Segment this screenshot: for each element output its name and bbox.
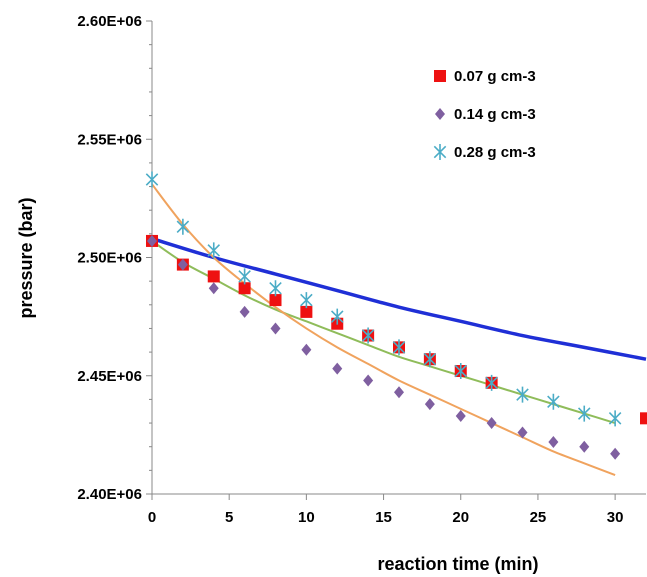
data-point-series-2 [394, 386, 404, 399]
data-point-series-3 [300, 292, 313, 309]
data-point-series-3 [361, 327, 375, 344]
y-tick-label: 2.40E+06 [77, 486, 142, 503]
data-points [145, 171, 647, 460]
data-point-series-3 [577, 405, 591, 422]
x-tick-label: 30 [607, 509, 624, 526]
data-point-series-2 [208, 282, 219, 295]
fit-curve [151, 183, 616, 477]
data-point-series-1 [238, 282, 251, 295]
data-point-series-2 [363, 374, 374, 387]
data-point-series-3 [423, 351, 437, 368]
data-point-series-2 [239, 305, 250, 318]
y-tick-label: 2.55E+06 [77, 131, 142, 148]
x-tick-label: 0 [148, 509, 156, 526]
data-point-series-2 [548, 435, 559, 448]
y-tick-label: 2.60E+06 [77, 13, 142, 30]
data-point-series-3 [608, 410, 622, 427]
x-tick-label: 25 [530, 509, 547, 526]
data-point-series-3 [207, 242, 221, 259]
legend-marker-2 [435, 108, 445, 120]
x-tick-label: 5 [225, 509, 233, 526]
data-point-series-3 [392, 339, 406, 356]
x-tick-label: 20 [452, 509, 469, 526]
y-tick-label: 2.50E+06 [77, 250, 142, 267]
fit-curves [151, 183, 647, 477]
data-point-series-2 [301, 343, 312, 356]
data-point-series-3 [454, 363, 468, 380]
axes [146, 20, 646, 500]
x-axis-title: reaction time (min) [377, 554, 538, 574]
legend-label-1: 0.07 g cm-3 [454, 68, 536, 85]
data-point-series-2 [579, 440, 590, 453]
legend-label-3: 0.28 g cm-3 [454, 144, 536, 161]
data-point-series-3 [269, 280, 282, 297]
data-point-series-2 [486, 417, 497, 430]
data-point-series-2 [517, 426, 528, 439]
data-point-series-1 [269, 294, 282, 307]
x-tick-label: 10 [298, 509, 315, 526]
x-tick-label: 15 [375, 509, 392, 526]
data-point-series-3 [485, 374, 498, 391]
legend-marker-3 [433, 144, 447, 160]
data-point-series-2 [455, 409, 466, 422]
x-tick-labels: 0 5 10 15 20 25 30 [148, 509, 624, 526]
data-point-series-2 [610, 447, 621, 460]
y-axis-title: pressure (bar) [16, 197, 36, 318]
data-point-series-1 [300, 305, 313, 318]
data-point-series-1 [640, 412, 647, 425]
legend-label-2: 0.14 g cm-3 [454, 106, 536, 123]
data-point-series-2 [424, 398, 435, 411]
data-point-series-3 [330, 308, 344, 325]
legend-marker-1 [434, 70, 446, 82]
data-point-series-2 [147, 234, 157, 247]
fit-curve [151, 240, 616, 425]
data-point-series-3 [516, 386, 529, 403]
data-point-series-3 [145, 171, 159, 188]
y-tick-label: 2.45E+06 [77, 368, 142, 385]
data-point-series-2 [332, 362, 343, 375]
data-point-series-1 [207, 270, 220, 283]
y-tick-labels: 2.40E+06 2.45E+06 2.50E+06 2.55E+06 2.60E+06 [77, 13, 142, 503]
data-point-series-3 [176, 218, 190, 235]
data-point-series-3 [238, 268, 251, 285]
fit-curve [151, 236, 647, 361]
data-point-series-2 [177, 258, 188, 271]
legend: 0.07 g cm-3 0.14 g cm-3 0.28 g cm-3 [433, 68, 536, 161]
data-point-series-3 [547, 393, 560, 410]
data-point-series-2 [270, 322, 281, 335]
